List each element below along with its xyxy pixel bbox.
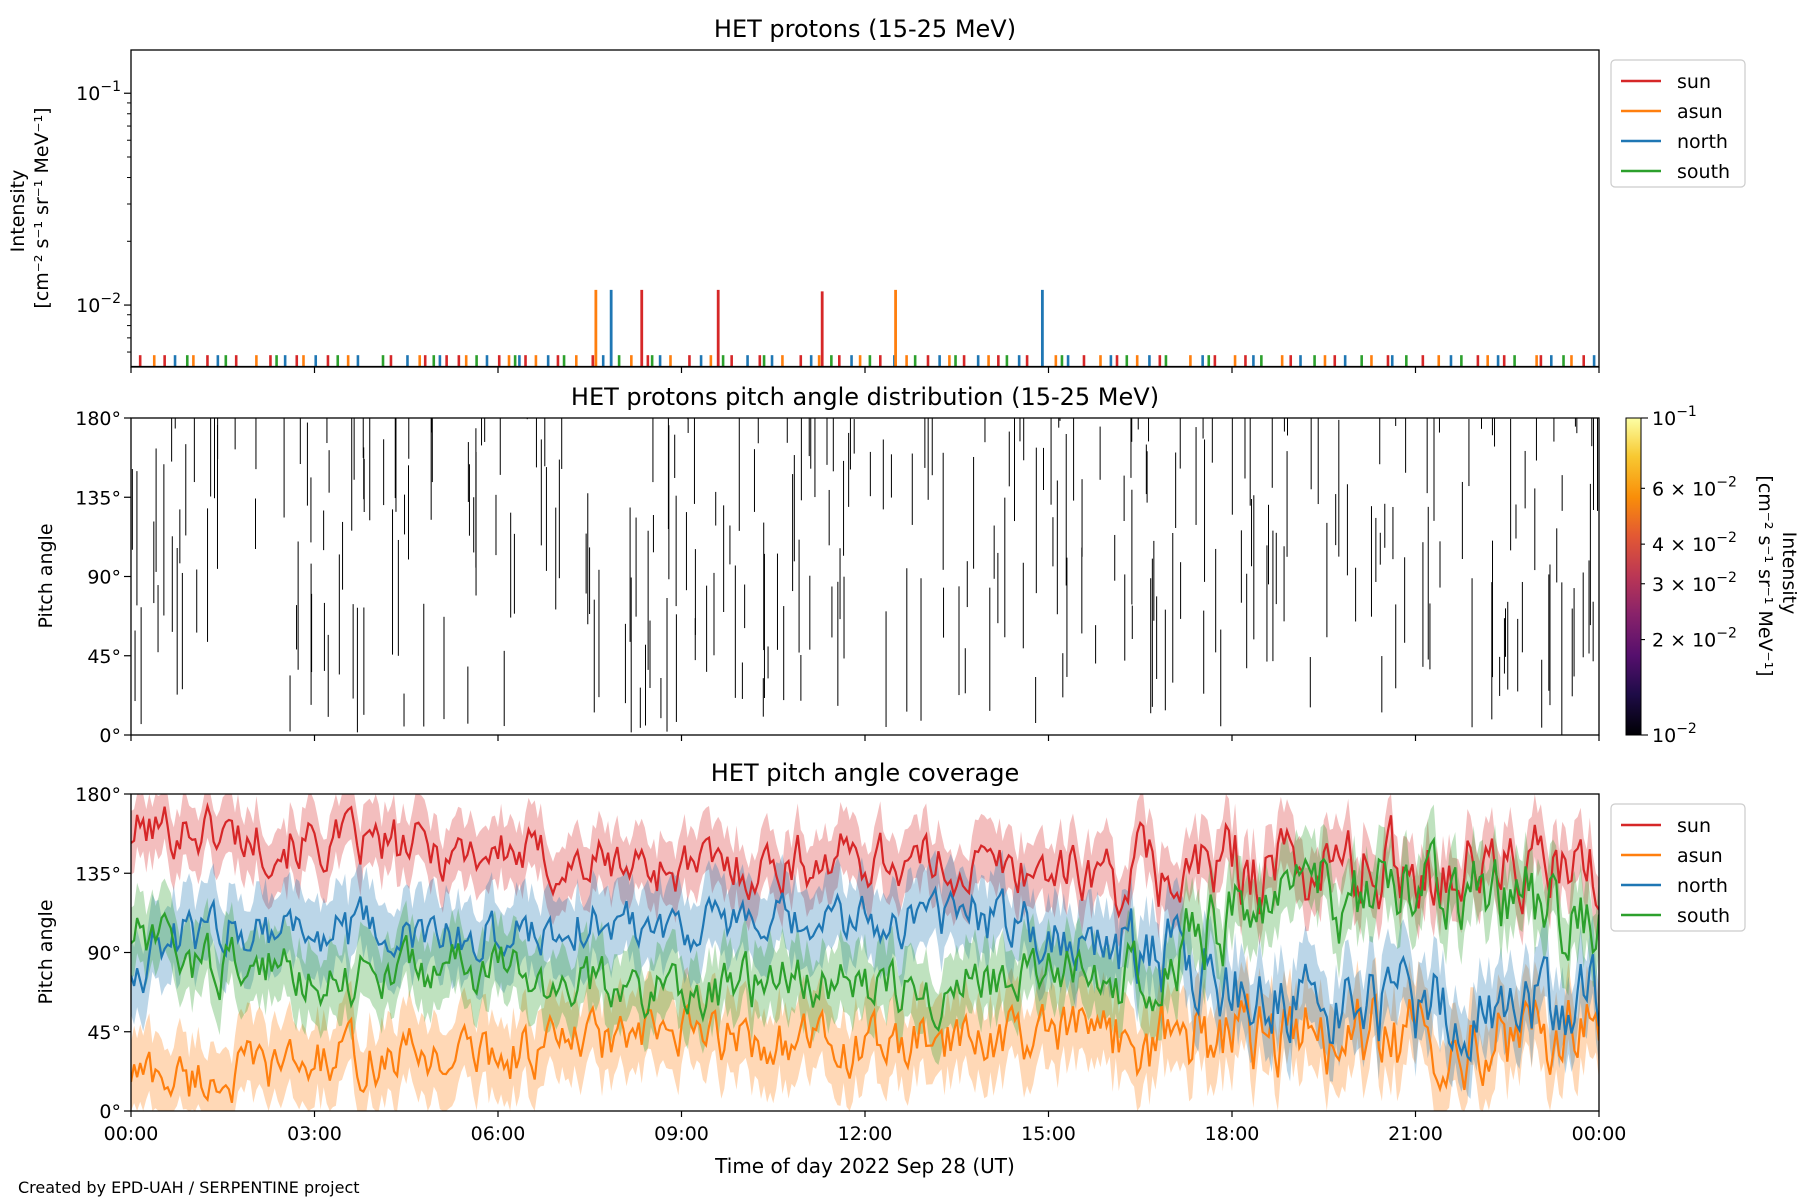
pad-panel: HET protons pitch angle distribution (15…: [35, 383, 1800, 747]
y-tick-label: 135°: [75, 487, 121, 509]
colorbar: [1625, 417, 1642, 736]
x-tick-label: 21:00: [1388, 1123, 1443, 1145]
x-tick-label: 00:00: [104, 1123, 159, 1145]
legend-frame: [1610, 803, 1746, 932]
legend-label-north: north: [1677, 131, 1728, 153]
y-tick-label: 0°: [99, 725, 121, 747]
x-tick-label: 06:00: [471, 1123, 526, 1145]
colorbar-tick-label: 10−2: [1652, 721, 1697, 747]
y-tick-label: 0°: [99, 1101, 121, 1123]
coverage-band-south: [131, 804, 1599, 1065]
intensity-ylabel: Intensity [cm⁻² s⁻¹ sr⁻¹ MeV⁻¹]: [7, 107, 53, 308]
coverage-ylabel: Pitch angle: [35, 899, 57, 1004]
intensity-title: HET protons (15-25 MeV): [714, 15, 1016, 43]
x-axis-label: Time of day 2022 Sep 28 (UT): [714, 1154, 1015, 1178]
coverage-band-sun: [131, 794, 1599, 947]
pad-title: HET protons pitch angle distribution (15…: [571, 383, 1159, 411]
colorbar-label-line2: [cm⁻² s⁻¹ sr⁻¹ MeV⁻¹]: [1754, 475, 1776, 676]
y-tick-label: 10−1: [76, 79, 121, 105]
colorbar-label-line1: Intensity: [1778, 532, 1800, 615]
colorbar-tick-label: 6 × 10−2: [1652, 474, 1737, 500]
y-tick-label: 10−2: [76, 291, 121, 317]
intensity-ylabel-line1: Intensity: [7, 170, 29, 253]
legend-label-sun: sun: [1677, 815, 1711, 837]
x-tick-label: 00:00: [1572, 1123, 1627, 1145]
legend-label-south: south: [1677, 905, 1730, 927]
legend-frame: [1610, 59, 1746, 188]
intensity-ylabel-line2: [cm⁻² s⁻¹ sr⁻¹ MeV⁻¹]: [31, 107, 53, 308]
pad-ylabel: Pitch angle: [35, 523, 57, 628]
coverage-legend: sun asun north south: [1610, 803, 1746, 932]
coverage-line-asun: [131, 993, 1599, 1103]
colorbar-tick-label: 3 × 10−2: [1652, 570, 1737, 596]
legend-label-sun: sun: [1677, 71, 1711, 93]
legend-label-south: south: [1677, 161, 1730, 183]
coverage-line-south: [131, 836, 1599, 1033]
coverage-title: HET pitch angle coverage: [711, 759, 1019, 787]
colorbar-tick-label: 4 × 10−2: [1652, 530, 1737, 556]
y-tick-label: 180°: [75, 784, 121, 806]
x-tick-label: 09:00: [654, 1123, 709, 1145]
colorbar-tick-label: 2 × 10−2: [1652, 626, 1737, 652]
x-tick-label: 15:00: [1021, 1123, 1076, 1145]
coverage-panel: HET pitch angle coverage 00:00 03:00 06:00…: [35, 759, 1746, 1178]
y-tick-label: 45°: [87, 1022, 121, 1044]
intensity-plot-frame: [130, 49, 1600, 368]
legend-label-asun: asun: [1677, 845, 1723, 867]
coverage-band-north: [131, 850, 1599, 1099]
coverage-line-north: [131, 885, 1599, 1063]
legend-label-asun: asun: [1677, 101, 1723, 123]
intensity-panel: HET protons (15-25 MeV) 10−1 10−2 Intensi…: [7, 15, 1746, 373]
legend-label-north: north: [1677, 875, 1728, 897]
y-tick-label: 45°: [87, 646, 121, 668]
colorbar-tick-label: 10−1: [1652, 404, 1697, 430]
coverage-band-asun: [131, 955, 1599, 1111]
y-tick-label: 135°: [75, 863, 121, 885]
y-tick-label: 90°: [87, 567, 121, 589]
colorbar-ticks: 10−1 6 × 10−2 4 × 10−2 3 × 10−2 2 × 10−2 10−2: [1641, 404, 1737, 747]
intensity-legend: sun asun north south: [1610, 59, 1746, 188]
coverage-line-sun: [131, 801, 1599, 919]
x-tick-label: 03:00: [287, 1123, 342, 1145]
y-tick-label: 90°: [87, 943, 121, 965]
y-tick-label: 180°: [75, 408, 121, 430]
colorbar-label: Intensity [cm⁻² s⁻¹ sr⁻¹ MeV⁻¹]: [1754, 475, 1800, 676]
credit-text: Created by EPD-UAH / SERPENTINE project: [18, 1178, 360, 1197]
pad-plot-frame: [130, 417, 1600, 736]
x-tick-label: 12:00: [838, 1123, 893, 1145]
x-tick-label: 18:00: [1205, 1123, 1260, 1145]
